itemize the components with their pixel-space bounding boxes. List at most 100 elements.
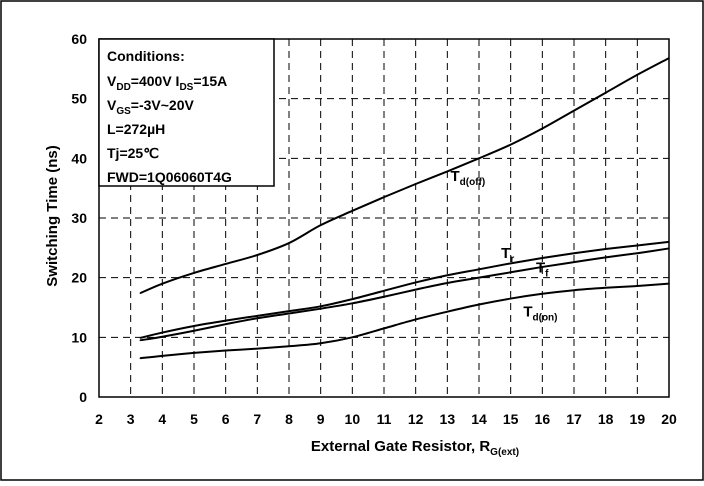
x-tick-label: 6 — [222, 411, 230, 427]
data-point — [446, 170, 448, 173]
condition-text: =400V I — [131, 73, 180, 89]
series-layer — [139, 57, 670, 360]
x-tick-label: 5 — [190, 411, 198, 427]
series-label-main: T — [536, 259, 545, 276]
data-point — [256, 315, 258, 317]
data-point — [383, 296, 385, 298]
data-point — [446, 274, 448, 276]
data-point — [288, 310, 290, 312]
data-point — [320, 224, 322, 226]
data-point — [668, 283, 670, 285]
data-point — [573, 261, 575, 263]
x-tick-label: 7 — [253, 411, 261, 427]
data-point — [320, 305, 322, 307]
data-point — [320, 308, 322, 310]
data-point — [320, 342, 322, 344]
data-point — [573, 252, 575, 254]
data-point — [668, 57, 670, 59]
x-tick-label: 3 — [127, 411, 135, 427]
condition-text: =-3V~20V — [131, 97, 195, 113]
y-axis-label-text: Switching Time (ns) — [44, 145, 61, 286]
series-label-subscript: d(on) — [533, 312, 558, 323]
condition-line: L=272µH — [107, 121, 165, 137]
tick-labels: 2 3 4 5 6 7 8 9 10 11 12 13 14 15 16 17 18 19 20 0 10 20 30 40 5… — [71, 31, 677, 427]
data-point — [541, 127, 543, 130]
data-point — [351, 302, 353, 304]
x-tick-label: 2 — [95, 411, 103, 427]
data-point — [446, 282, 448, 284]
data-point — [139, 357, 141, 359]
y-tick-label: 40 — [71, 150, 87, 166]
data-point — [415, 318, 417, 321]
data-point — [510, 144, 512, 146]
series-label-main: T — [451, 168, 460, 185]
data-point — [139, 337, 141, 339]
data-point — [256, 317, 258, 319]
condition-line: VDD=400V IDS=15A — [107, 73, 227, 93]
data-point — [225, 320, 227, 322]
data-point — [446, 311, 448, 313]
data-point — [478, 268, 480, 270]
conditions-box-border — [98, 38, 275, 187]
data-point — [605, 248, 607, 250]
data-point — [636, 252, 638, 254]
data-point — [510, 262, 512, 264]
data-point — [573, 110, 575, 112]
data-point — [636, 285, 638, 287]
series-line-tf — [140, 247, 670, 342]
data-point — [351, 298, 353, 300]
condition-text: Tj=25℃ — [107, 145, 159, 161]
data-point — [605, 287, 607, 289]
grid — [99, 39, 669, 397]
x-tick-label: 12 — [408, 411, 424, 427]
series-label-td-off: Td(off) — [451, 168, 486, 188]
y-tick-label: 20 — [71, 270, 87, 286]
data-point — [193, 330, 195, 332]
data-point — [161, 336, 163, 338]
data-point — [193, 352, 195, 354]
conditions-title: Conditions: — [107, 48, 185, 64]
series-label-main: T — [523, 303, 532, 320]
data-point — [351, 210, 353, 212]
series-label-subscript: f — [545, 268, 549, 279]
series-label-tf: Tf — [536, 259, 549, 279]
x-tick-label: 20 — [661, 411, 677, 427]
data-point — [541, 293, 543, 295]
data-point — [478, 277, 480, 279]
data-point — [605, 256, 607, 258]
condition-text: V — [107, 73, 117, 89]
data-point — [510, 297, 512, 300]
x-tick-label: 18 — [598, 411, 614, 427]
condition-subscript: GS — [116, 106, 131, 117]
data-point — [351, 336, 353, 338]
y-tick-label: 30 — [71, 210, 87, 226]
data-point — [139, 292, 141, 294]
data-point — [478, 157, 480, 159]
data-point — [161, 331, 163, 334]
data-point — [541, 266, 543, 268]
x-tick-label: 4 — [158, 411, 166, 427]
y-tick-label: 10 — [71, 329, 87, 345]
condition-text: FWD=1Q06060T4G — [107, 169, 232, 185]
data-point — [510, 271, 512, 273]
condition-subscript: DS — [179, 82, 193, 93]
condition-line: FWD=1Q06060T4G — [107, 169, 232, 185]
x-tick-label: 10 — [345, 411, 361, 427]
condition-subscript: DD — [116, 82, 130, 93]
data-point — [288, 345, 290, 347]
data-point — [225, 323, 227, 325]
data-point — [383, 327, 385, 329]
condition-line: Tj=25℃ — [107, 145, 159, 161]
y-axis-label: Switching Time (ns) — [44, 145, 61, 286]
data-point — [415, 183, 417, 185]
y-tick-label: 60 — [71, 31, 87, 47]
condition-text: V — [107, 97, 117, 113]
series-label-subscript: r — [510, 254, 514, 265]
series-line-td-off — [139, 57, 670, 295]
data-point — [193, 272, 195, 274]
plot-border — [98, 38, 670, 398]
data-point — [225, 263, 227, 265]
data-point — [478, 303, 480, 306]
